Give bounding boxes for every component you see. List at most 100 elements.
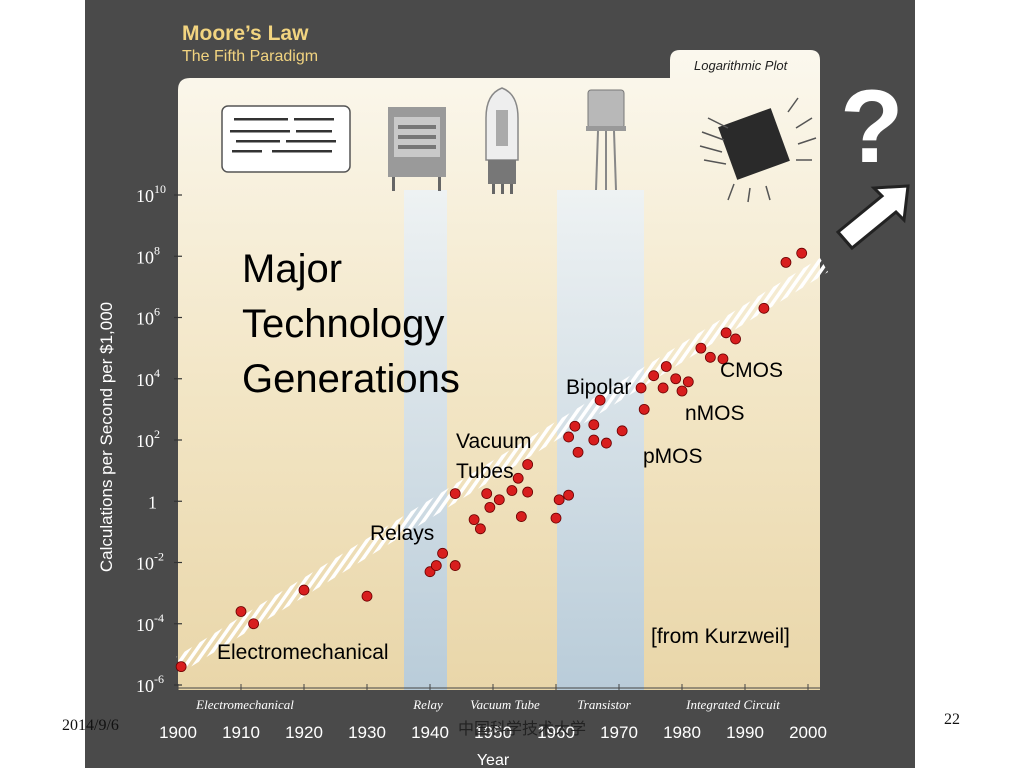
- footer-org: 中国科学技术大学: [458, 721, 587, 738]
- y-tick-label: 10-6: [136, 672, 164, 696]
- data-point-41: [717, 353, 729, 365]
- label-nmos: nMOS: [685, 402, 745, 425]
- data-point-34: [657, 382, 669, 394]
- logarithmic-plot-tag: Logarithmic Plot: [694, 58, 788, 73]
- data-point-43: [730, 333, 741, 345]
- data-point-30: [616, 425, 628, 437]
- chart-axes: [174, 194, 820, 690]
- data-point-7: [437, 547, 449, 559]
- data-point-19: [522, 486, 534, 498]
- data-point-31: [635, 382, 647, 394]
- label-bipolar: Bipolar: [566, 376, 632, 399]
- relay-era-band: [404, 190, 447, 690]
- data-point-24: [569, 420, 581, 432]
- x-tick-label-1980: 1980: [663, 723, 701, 742]
- data-point-46: [796, 247, 808, 259]
- data-point-15: [506, 485, 518, 496]
- data-point-10: [468, 514, 480, 526]
- era-label-2: Vacuum Tube: [470, 697, 540, 712]
- data-point-23: [563, 431, 574, 443]
- punch-card-image: [221, 105, 351, 173]
- x-tick-label-1910: 1910: [222, 723, 260, 742]
- footer-date: 2014/9/6: [62, 717, 119, 734]
- data-point-26: [588, 419, 600, 431]
- data-point-3: [298, 584, 310, 596]
- y-tick-label: 102: [136, 427, 160, 451]
- data-point-9: [449, 488, 461, 499]
- slide-title: Moore’s Law: [182, 22, 309, 45]
- label-cmos: CMOS: [720, 359, 783, 382]
- data-point-12: [481, 488, 493, 499]
- data-point-39: [695, 342, 707, 354]
- source-citation: [from Kurzweil]: [651, 625, 790, 648]
- data-point-18: [522, 459, 534, 470]
- data-point-44: [758, 302, 770, 314]
- era-label-3: Transistor: [577, 697, 631, 712]
- label-pmos: pMOS: [643, 445, 703, 468]
- era-label-1: Relay: [412, 697, 443, 712]
- y-tick-label: 10-2: [136, 550, 164, 574]
- data-point-2: [248, 618, 260, 630]
- up-right-arrow-icon: [835, 184, 910, 251]
- data-point-28: [594, 394, 606, 406]
- label-relays: Relays: [370, 522, 435, 545]
- slide-subtitle: The Fifth Paradigm: [182, 48, 319, 65]
- data-point-14: [493, 494, 505, 506]
- data-point-38: [682, 376, 694, 388]
- data-point-6: [430, 560, 442, 571]
- y-tick-label: 108: [136, 243, 160, 267]
- data-point-42: [720, 327, 732, 339]
- page-number: 22: [944, 711, 960, 728]
- data-point-29: [601, 437, 612, 449]
- label-electromechanical: Electromechanical: [217, 641, 389, 664]
- era-label-0: Electromechanical: [195, 697, 294, 712]
- vacuum-tube-image: [485, 87, 519, 194]
- integrated-circuit-image: [699, 97, 817, 203]
- data-point-35: [660, 361, 672, 372]
- major-heading: Major Technology Generations: [242, 247, 460, 401]
- data-point-0: [175, 661, 187, 673]
- x-tick-label-1920: 1920: [285, 723, 323, 742]
- data-point-8: [449, 560, 461, 571]
- y-tick-label: 1: [148, 492, 157, 512]
- y-tick-label: 106: [136, 305, 160, 329]
- label-vacuum-tubes: Vacuum Tubes: [456, 430, 532, 483]
- y-axis-label: Calculations per Second per $1,000: [97, 301, 116, 573]
- data-point-11: [474, 523, 486, 535]
- x-tick-label-1990: 1990: [726, 723, 764, 742]
- data-point-1: [235, 606, 247, 617]
- question-mark: ?: [840, 69, 904, 185]
- data-point-33: [648, 370, 660, 382]
- data-point-13: [484, 501, 496, 513]
- x-tick-label-1930: 1930: [348, 723, 386, 742]
- data-point-37: [676, 385, 688, 397]
- era-label-4: Integrated Circuit: [685, 697, 780, 712]
- data-point-25: [572, 446, 584, 458]
- data-point-40: [704, 351, 716, 363]
- transistor-image: [586, 89, 626, 191]
- data-point-22: [563, 489, 574, 501]
- data-point-36: [670, 373, 682, 385]
- x-tick-label-1940: 1940: [411, 723, 449, 742]
- relay-image: [388, 107, 446, 191]
- x-tick-label-1960: 1960: [537, 723, 575, 742]
- x-tick-label-1970: 1970: [600, 723, 638, 742]
- data-point-32: [638, 403, 650, 415]
- x-axis-label: Year: [476, 752, 510, 769]
- x-tick-label-1900: 1900: [159, 723, 197, 742]
- y-tick-label: 1010: [136, 182, 166, 206]
- data-points: [175, 247, 808, 673]
- y-tick-label: 104: [136, 366, 160, 390]
- data-point-4: [361, 590, 373, 602]
- y-tick-label: 10-4: [136, 611, 164, 635]
- data-point-20: [550, 512, 562, 524]
- data-point-16: [512, 472, 524, 484]
- data-point-27: [588, 434, 600, 446]
- x-tick-label-2000: 2000: [789, 723, 827, 742]
- data-point-17: [515, 511, 527, 522]
- data-point-45: [780, 256, 792, 268]
- x-tick-label-1950: 1950: [474, 723, 512, 742]
- data-point-21: [553, 494, 565, 506]
- plot-panel: [178, 50, 820, 690]
